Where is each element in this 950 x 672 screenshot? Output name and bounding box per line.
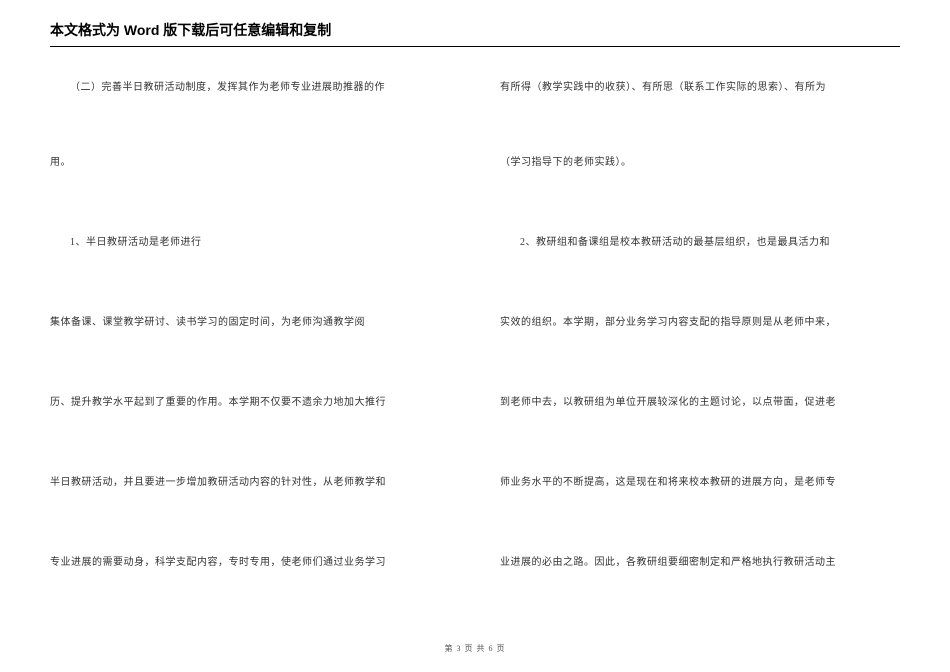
left-p3: 1、半日教研活动是老师进行 — [50, 233, 450, 253]
left-p2: 用。 — [50, 153, 450, 173]
right-p1: 有所得（教学实践中的收获）、有所思（联系工作实际的思索）、有所为 — [500, 78, 900, 98]
header-prefix: 本文格式为 — [50, 22, 124, 38]
header-suffix: 版下载后可任意编辑和复制 — [159, 22, 331, 38]
page-header: 本文格式为 Word 版下载后可任意编辑和复制 — [50, 20, 900, 47]
left-p7: 专业进展的需要动身，科学支配内容，专时专用，使老师们通过业务学习 — [50, 553, 450, 573]
header-title: 本文格式为 Word 版下载后可任意编辑和复制 — [50, 20, 900, 47]
content-columns: （二）完善半日教研活动制度，发挥其作为老师专业进展助推器的作 用。 1、半日教研… — [50, 78, 900, 622]
right-p3: 2、教研组和备课组是校本教研活动的最基层组织，也是最具活力和 — [500, 233, 900, 253]
right-p4: 实效的组织。本学期，部分业务学习内容支配的指导原则是从老师中来， — [500, 313, 900, 333]
left-p5: 历、提升教学水平起到了重要的作用。本学期不仅要不遗余力地加大推行 — [50, 393, 450, 413]
right-p5: 到老师中去，以教研组为单位开展较深化的主题讨论，以点带面，促进老 — [500, 393, 900, 413]
left-p6: 半日教研活动，并且要进一步增加教研活动内容的针对性，从老师教学和 — [50, 473, 450, 493]
page-footer: 第 3 页 共 6 页 — [0, 643, 950, 654]
right-column: 有所得（教学实践中的收获）、有所思（联系工作实际的思索）、有所为 （学习指导下的… — [500, 78, 900, 622]
header-word: Word — [124, 22, 160, 38]
right-p6: 师业务水平的不断提高，这是现在和将来校本教研的进展方向，是老师专 — [500, 473, 900, 493]
left-p4: 集体备课、课堂教学研讨、读书学习的固定时间，为老师沟通教学阅 — [50, 313, 450, 333]
right-p7: 业进展的必由之路。因此，各教研组要细密制定和严格地执行教研活动主 — [500, 553, 900, 573]
left-column: （二）完善半日教研活动制度，发挥其作为老师专业进展助推器的作 用。 1、半日教研… — [50, 78, 450, 622]
left-p1: （二）完善半日教研活动制度，发挥其作为老师专业进展助推器的作 — [50, 78, 450, 98]
right-p2: （学习指导下的老师实践）。 — [500, 153, 900, 173]
